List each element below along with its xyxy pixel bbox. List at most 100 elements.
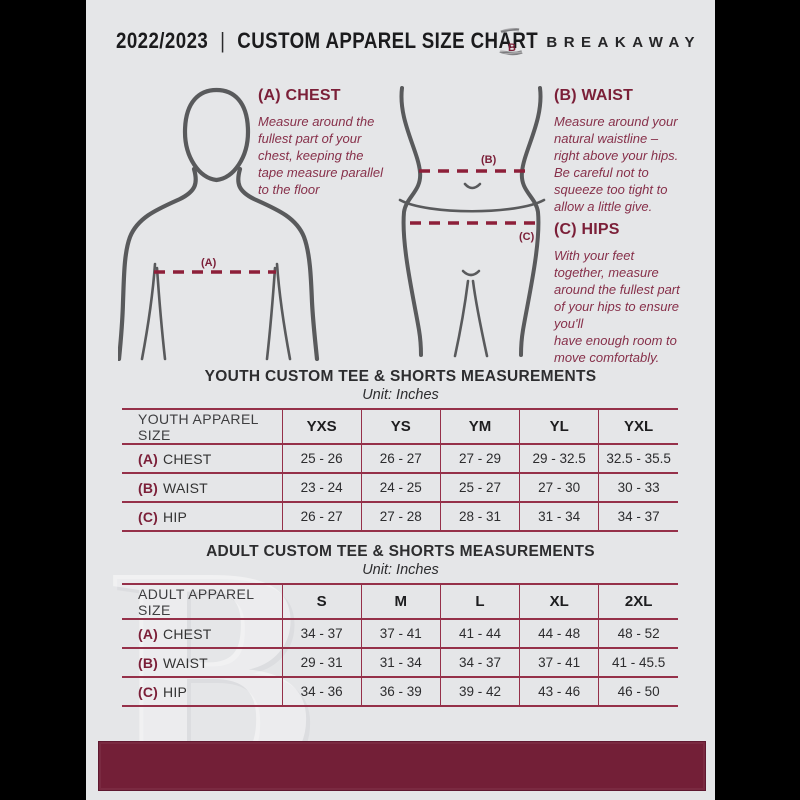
size-range-cell: 26 - 27	[360, 443, 441, 474]
youth-hip-row: (C) HIP 26 - 27 27 - 28 28 - 31 31 - 34 3…	[122, 501, 678, 532]
row-label: (A) CHEST	[122, 443, 283, 474]
row-label: (B) WAIST	[122, 472, 283, 503]
lower-body-figure: (B) (C)	[398, 86, 546, 358]
row-key: (C)	[138, 683, 159, 700]
size-column-header: XL	[519, 583, 600, 620]
size-range-cell: 24 - 25	[360, 472, 441, 503]
size-column-header: YL	[519, 408, 600, 445]
brand-name: BREAKAWAY	[546, 34, 701, 51]
row-key: (A)	[138, 450, 159, 467]
adult-table-header-row: ADULT APPAREL SIZE S M L XL 2XL	[122, 583, 678, 620]
adult-section-title: ADULT CUSTOM TEE & SHORTS MEASUREMENTS	[206, 543, 595, 560]
breakaway-logo-icon: B	[498, 20, 536, 65]
hips-guide-heading: (C) HIPS	[554, 221, 620, 238]
row-name: CHEST	[163, 450, 212, 467]
size-range-cell: 34 - 36	[281, 676, 362, 707]
chest-marker-label: (A)	[201, 257, 217, 269]
hips-guide: (C) HIPS With your feet together, measur…	[554, 221, 714, 366]
size-range-cell: 29 - 32.5	[519, 443, 600, 474]
size-range-cell: 28 - 31	[439, 501, 521, 532]
size-range-cell: 26 - 27	[281, 501, 362, 532]
footer-bar	[98, 741, 706, 791]
youth-apparel-size-header: YOUTH APPAREL SIZE	[122, 408, 283, 445]
youth-size-table: YOUTH APPAREL SIZE YXS YS YM YL YXL (A) C…	[122, 408, 678, 532]
size-range-cell: 31 - 34	[519, 501, 600, 532]
hips-guide-text: With your feet together, measure around …	[554, 248, 680, 365]
season-label: 2022/2023	[116, 28, 209, 53]
adult-apparel-size-header: ADULT APPAREL SIZE	[122, 583, 283, 620]
hip-marker-label: (C)	[519, 231, 535, 243]
page-title: 2022/2023 | CUSTOM APPAREL SIZE CHART	[116, 28, 538, 54]
chest-guide-text: Measure around the fullest part of your …	[258, 114, 384, 197]
size-range-cell: 43 - 46	[519, 676, 600, 707]
size-range-cell: 41 - 45.5	[598, 647, 678, 678]
chest-guide-heading: (A) CHEST	[258, 87, 341, 104]
row-name: HIP	[163, 508, 187, 525]
size-column-header: M	[360, 583, 441, 620]
size-range-cell: 46 - 50	[598, 676, 678, 707]
youth-chest-row: (A) CHEST 25 - 26 26 - 27 27 - 29 29 - 32…	[122, 443, 678, 474]
size-range-cell: 44 - 48	[519, 618, 600, 649]
waist-guide: (B) WAIST Measure around your natural wa…	[554, 87, 710, 215]
title-divider: |	[220, 28, 226, 53]
size-range-cell: 36 - 39	[360, 676, 441, 707]
row-name: HIP	[163, 683, 187, 700]
row-name: CHEST	[163, 625, 212, 642]
youth-section-title: YOUTH CUSTOM TEE & SHORTS MEASUREMENTS	[204, 368, 597, 385]
youth-measurements-section: YOUTH CUSTOM TEE & SHORTS MEASUREMENTS U…	[86, 368, 715, 532]
size-column-header: YXS	[281, 408, 362, 445]
waist-guide-text: Measure around your natural waistline – …	[554, 114, 679, 214]
row-label: (A) CHEST	[122, 618, 283, 649]
size-column-header: YS	[360, 408, 441, 445]
upper-body-figure: (A)	[118, 87, 320, 361]
size-range-cell: 34 - 37	[598, 501, 678, 532]
youth-waist-row: (B) WAIST 23 - 24 24 - 25 25 - 27 27 - 30…	[122, 472, 678, 503]
row-label: (B) WAIST	[122, 647, 283, 678]
size-column-header: L	[439, 583, 521, 620]
size-column-header: YM	[439, 408, 521, 445]
size-range-cell: 48 - 52	[598, 618, 678, 649]
adult-hip-row: (C) HIP 34 - 36 36 - 39 39 - 42 43 - 46 4…	[122, 676, 678, 707]
size-range-cell: 25 - 27	[439, 472, 521, 503]
size-range-cell: 25 - 26	[281, 443, 362, 474]
row-name: WAIST	[163, 654, 208, 671]
size-range-cell: 30 - 33	[598, 472, 678, 503]
adult-size-table: ADULT APPAREL SIZE S M L XL 2XL (A) CHEST…	[122, 583, 678, 707]
size-range-cell: 31 - 34	[360, 647, 441, 678]
waist-marker-label: (B)	[481, 154, 497, 166]
size-range-cell: 34 - 37	[439, 647, 521, 678]
measurement-diagram-section: (A) (A) CHEST Measure around the fullest…	[86, 85, 715, 365]
size-range-cell: 29 - 31	[281, 647, 362, 678]
youth-table-header-row: YOUTH APPAREL SIZE YXS YS YM YL YXL	[122, 408, 678, 445]
size-range-cell: 41 - 44	[439, 618, 521, 649]
size-column-header: YXL	[598, 408, 678, 445]
row-key: (A)	[138, 625, 159, 642]
size-range-cell: 27 - 30	[519, 472, 600, 503]
size-range-cell: 27 - 29	[439, 443, 521, 474]
size-range-cell: 23 - 24	[281, 472, 362, 503]
size-range-cell: 37 - 41	[519, 647, 600, 678]
size-column-header: 2XL	[598, 583, 678, 620]
adult-waist-row: (B) WAIST 29 - 31 31 - 34 34 - 37 37 - 41…	[122, 647, 678, 678]
row-name: WAIST	[163, 479, 208, 496]
row-label: (C) HIP	[122, 501, 283, 532]
row-key: (B)	[138, 479, 159, 496]
size-range-cell: 34 - 37	[281, 618, 362, 649]
row-label: (C) HIP	[122, 676, 283, 707]
size-range-cell: 39 - 42	[439, 676, 521, 707]
chest-guide: (A) CHEST Measure around the fullest par…	[258, 87, 398, 198]
row-key: (C)	[138, 508, 159, 525]
size-range-cell: 37 - 41	[360, 618, 441, 649]
row-key: (B)	[138, 654, 159, 671]
size-range-cell: 27 - 28	[360, 501, 441, 532]
adult-measurements-section: ADULT CUSTOM TEE & SHORTS MEASUREMENTS U…	[86, 543, 715, 707]
adult-chest-row: (A) CHEST 34 - 37 37 - 41 41 - 44 44 - 48…	[122, 618, 678, 649]
size-column-header: S	[281, 583, 362, 620]
brand-block: B BREAKAWAY	[498, 20, 701, 65]
adult-unit-label: Unit: Inches	[362, 562, 439, 578]
waist-guide-heading: (B) WAIST	[554, 87, 634, 104]
svg-text:B: B	[508, 42, 516, 54]
chart-title: CUSTOM APPAREL SIZE CHART	[237, 28, 539, 53]
size-range-cell: 32.5 - 35.5	[598, 443, 678, 474]
